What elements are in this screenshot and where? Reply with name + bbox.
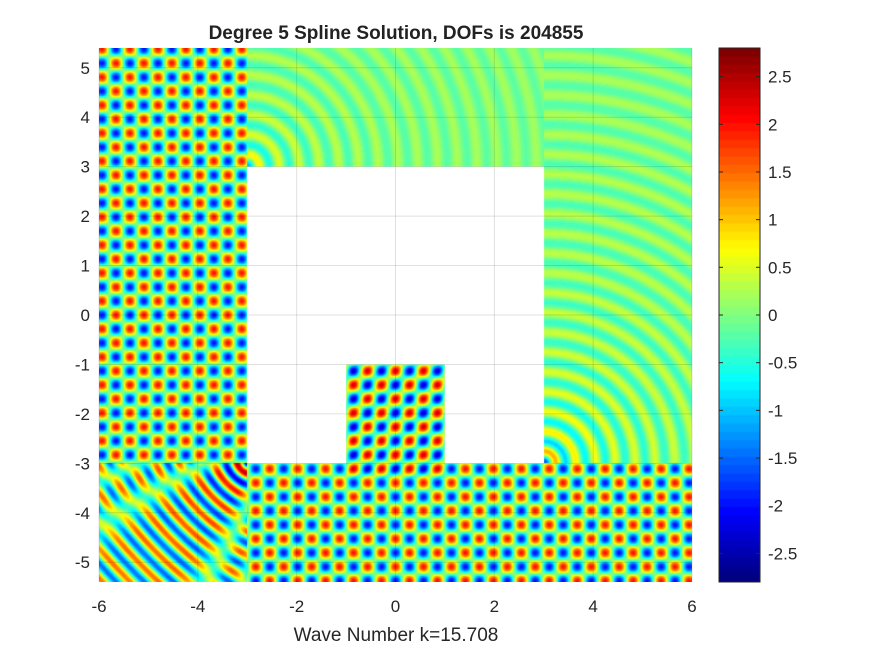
- colorbar-ticks: -2.5 -2 -1.5 -1 -0.5 0 0.5 1 1.5 2 2.5: [719, 68, 797, 563]
- colorbar-tick-label: 0: [768, 306, 777, 325]
- colorbar-tick-label: -2.5: [768, 544, 797, 563]
- x-tick-label: 6: [687, 597, 696, 616]
- plot-area: [98, 48, 693, 582]
- colorbar-tick-label: 1.5: [768, 163, 792, 182]
- obstacle-region: [247, 166, 544, 464]
- y-axis: -5 -4 -3 -2 -1 0 1 2 3 4 5: [75, 59, 90, 572]
- x-tick-label: 0: [391, 597, 400, 616]
- obstacle-outline: [247, 166, 544, 464]
- y-tick-label: 5: [81, 59, 90, 78]
- y-tick-label: -2: [75, 405, 90, 424]
- x-axis-label: Wave Number k=15.708: [294, 625, 499, 646]
- x-tick-label: -4: [190, 597, 205, 616]
- x-tick-label: -2: [289, 597, 304, 616]
- chart-title: Degree 5 Spline Solution, DOFs is 204855: [209, 23, 584, 44]
- y-tick-label: -4: [75, 504, 90, 523]
- x-tick-label: 2: [490, 597, 499, 616]
- colorbar-tick-label: -1.5: [768, 449, 797, 468]
- y-tick-label: 2: [81, 207, 90, 226]
- y-tick-label: -5: [75, 553, 90, 572]
- colorbar-tick-label: -2: [768, 497, 783, 516]
- y-tick-label: 0: [81, 306, 90, 325]
- colorbar-tick-label: -0.5: [768, 354, 797, 373]
- colorbar-tick-label: 2.5: [768, 68, 792, 87]
- colorbar-tick-label: 1: [768, 211, 777, 230]
- colorbar-tick-label: -1: [768, 401, 783, 420]
- colorbar-tick-label: 0.5: [768, 258, 792, 277]
- y-tick-label: 4: [81, 108, 90, 127]
- colorbar-tick-label: 2: [768, 115, 777, 134]
- y-tick-label: -3: [75, 454, 90, 473]
- colorbar: -2.5 -2 -1.5 -1 -0.5 0 0.5 1 1.5 2 2.5: [718, 47, 797, 583]
- y-tick-label: 3: [81, 158, 90, 177]
- x-tick-label: -6: [91, 597, 106, 616]
- y-tick-label: 1: [81, 257, 90, 276]
- x-axis: -6 -4 -2 0 2 4 6: [91, 597, 696, 616]
- y-tick-label: -1: [75, 355, 90, 374]
- colorbar-gradient: [719, 48, 760, 582]
- grid-lines: [98, 48, 693, 582]
- x-tick-label: 4: [588, 597, 597, 616]
